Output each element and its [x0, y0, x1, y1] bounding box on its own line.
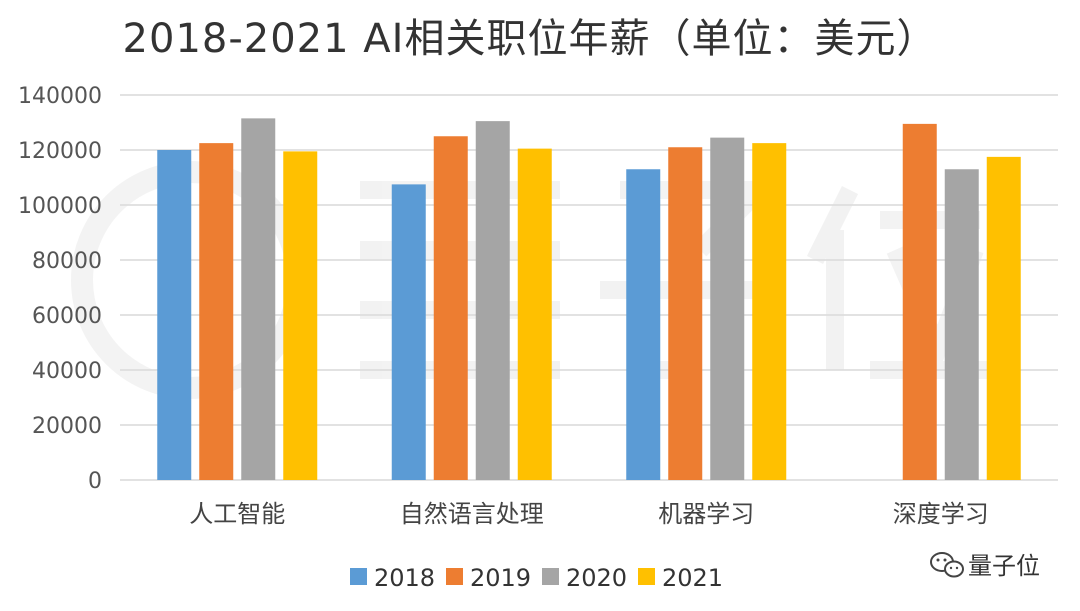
- chart-title: 2018-2021 AI相关职位年薪（单位：美元）: [122, 16, 938, 62]
- legend: 2018 2019 2020 2021: [350, 564, 723, 592]
- x-axis-ticks: 人工智能 自然语言处理 机器学习 深度学习: [189, 500, 989, 528]
- legend-swatch-2020: [542, 568, 559, 585]
- gridlines: [120, 94, 1058, 481]
- y-tick-label: 60000: [32, 304, 102, 329]
- bar-2020-3: [944, 169, 979, 480]
- bar-2018-2: [626, 169, 661, 480]
- bar-2020-0: [241, 118, 276, 480]
- legend-label-2019: 2019: [470, 564, 531, 592]
- y-tick-label: 40000: [32, 359, 102, 384]
- bar-2018-0: [157, 150, 192, 480]
- watermark-badge: 量子位: [930, 552, 1040, 580]
- y-tick-label: 140000: [18, 84, 102, 109]
- y-axis-ticks: 0 20000 40000 60000 80000 100000 120000 140000: [18, 84, 102, 494]
- bar-2020-2: [710, 137, 745, 480]
- bar-2019-1: [433, 136, 468, 480]
- x-tick-label: 深度学习: [893, 500, 989, 528]
- bar-2021-1: [517, 148, 552, 480]
- legend-swatch-2021: [638, 568, 655, 585]
- legend-label-2021: 2021: [662, 564, 723, 592]
- bar-2021-0: [283, 151, 318, 480]
- watermark-text: 量子位: [968, 552, 1040, 580]
- y-tick-label: 100000: [18, 194, 102, 219]
- x-tick-label: 自然语言处理: [400, 500, 544, 528]
- legend-label-2020: 2020: [566, 564, 627, 592]
- bar-2021-3: [986, 156, 1021, 480]
- x-tick-label: 人工智能: [189, 500, 285, 528]
- bar-2018-1: [391, 184, 426, 480]
- legend-label-2018: 2018: [374, 564, 435, 592]
- wechat-icon: [930, 552, 964, 578]
- y-tick-label: 80000: [32, 249, 102, 274]
- legend-swatch-2018: [350, 568, 367, 585]
- bar-2021-2: [752, 143, 787, 480]
- legend-swatch-2019: [446, 568, 463, 585]
- bar-2019-0: [199, 143, 234, 480]
- bars: [157, 118, 1021, 480]
- y-tick-label: 20000: [32, 414, 102, 439]
- y-tick-label: 0: [88, 469, 102, 494]
- bar-2019-3: [902, 123, 937, 480]
- x-tick-label: 机器学习: [658, 500, 754, 528]
- y-tick-label: 120000: [18, 139, 102, 164]
- bar-2019-2: [668, 147, 703, 480]
- bar-2020-1: [475, 121, 510, 480]
